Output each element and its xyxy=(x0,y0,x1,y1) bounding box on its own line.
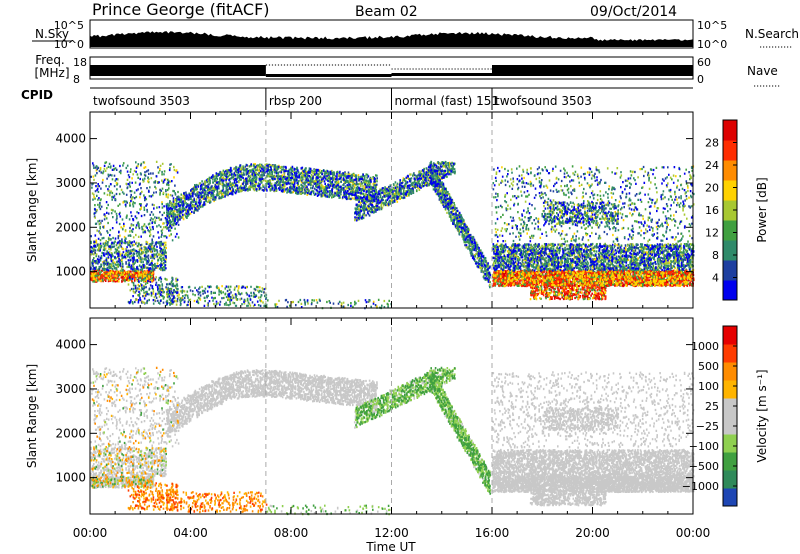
colorbar-swatch xyxy=(723,160,737,181)
colorbar-frame xyxy=(722,325,738,507)
power-scatter xyxy=(90,160,695,310)
power-colorbar-label: Power [dB] xyxy=(755,177,769,242)
power-scatter xyxy=(90,269,695,301)
date-title: 09/Oct/2014 xyxy=(590,4,677,20)
power-scatter xyxy=(90,162,695,309)
velocity-colorbar: 1000 500 100 25 −25 −100 −500 −1000 xyxy=(682,325,738,507)
cpid-strip: CPID twofsound 3503 rbsp 200 normal (fast)… xyxy=(21,87,693,110)
freq-label-line2: [MHz] xyxy=(34,66,69,80)
colorbar-swatch xyxy=(723,452,737,471)
velocity-colorbar-label: Velocity [m s⁻¹] xyxy=(755,369,769,462)
x-tick-label: 04:00 xyxy=(173,526,208,540)
y-tick-label: 2000 xyxy=(55,426,86,440)
colorbar-swatch xyxy=(723,220,737,241)
colorbar-tick-label: −1000 xyxy=(682,480,719,493)
cpid-segment-label: twofsound 3503 xyxy=(93,94,190,108)
cpid-label: CPID xyxy=(21,88,53,102)
colorbar-swatch xyxy=(723,260,737,281)
colorbar-tick-label: 4 xyxy=(712,272,719,285)
colorbar-swatch xyxy=(723,416,737,435)
colorbar-tick-label: 500 xyxy=(698,360,719,373)
freq-block xyxy=(90,65,266,76)
x-tick-label: 16:00 xyxy=(475,526,510,540)
colorbar-tick-label: 100 xyxy=(698,380,719,393)
colorbar-swatch xyxy=(723,398,737,417)
colorbar-swatch xyxy=(723,180,737,201)
colorbar-swatch xyxy=(723,140,737,161)
colorbar-tick-label: −100 xyxy=(689,440,719,453)
velocity-panel: 1000 2000 3000 4000 Slant Range [km] 1000 50… xyxy=(25,317,769,554)
nsky-label: N.Sky xyxy=(35,27,69,41)
colorbar-swatch xyxy=(723,362,737,381)
power-colorbar: 28 24 20 16 12 8 4 xyxy=(705,119,738,301)
freq-block xyxy=(492,65,693,76)
colorbar-tick-label: 8 xyxy=(712,249,719,262)
colorbar-tick-label: 20 xyxy=(705,182,719,195)
x-tick-label: 00:00 xyxy=(676,526,711,540)
freq-label-line1: Freq. xyxy=(35,53,65,67)
y-tick-label: 1000 xyxy=(55,471,86,485)
noise-search-trace xyxy=(89,31,694,44)
x-axis-label: Time UT xyxy=(365,540,416,554)
x-tick-label: 20:00 xyxy=(575,526,610,540)
colorbar-tick-label: 1000 xyxy=(691,340,719,353)
freq-tick-high: 18 xyxy=(73,56,87,69)
y-tick-label: 2000 xyxy=(55,220,86,234)
colorbar-swatch xyxy=(723,120,737,141)
cpid-segment-label: rbsp 200 xyxy=(269,94,322,108)
cpid-segment-label: twofsound 3503 xyxy=(495,94,592,108)
power-panel: 1000 2000 3000 4000 Slant Range [km] 28 24 20… xyxy=(25,111,769,310)
power-ylabel: Slant Range [km] xyxy=(25,158,39,262)
colorbar-tick-label: 12 xyxy=(705,227,719,240)
colorbar-swatch xyxy=(723,488,737,507)
x-tick-label: 08:00 xyxy=(274,526,309,540)
freq-block xyxy=(265,74,392,77)
y-tick-label: 3000 xyxy=(55,176,86,190)
y-tick-label: 4000 xyxy=(55,338,86,352)
noise-tick-right-low: 10^0 xyxy=(697,38,727,51)
beam-title: Beam 02 xyxy=(355,4,418,20)
y-tick-label: 4000 xyxy=(55,132,86,146)
cpid-segment-label: normal (fast) 151 xyxy=(395,94,499,108)
colorbar-swatch xyxy=(723,200,737,221)
nsearch-label: N.Search xyxy=(745,27,799,41)
x-tick-label: 00:00 xyxy=(73,526,108,540)
colorbar-tick-label: 25 xyxy=(705,400,719,413)
colorbar-tick-label: 24 xyxy=(705,159,719,172)
colorbar-swatch xyxy=(723,380,737,399)
colorbar-swatch xyxy=(723,470,737,489)
colorbar-tick-label: −25 xyxy=(696,420,719,433)
colorbar-swatch xyxy=(723,344,737,363)
freq-strip: Freq. [MHz] 18 8 60 0 Nave xyxy=(34,53,780,87)
freq-tick-low: 8 xyxy=(73,73,80,86)
colorbar-tick-label: 28 xyxy=(705,137,719,150)
noise-tick-left-high: 10^5 xyxy=(54,19,84,32)
colorbar-swatch xyxy=(723,240,737,261)
colorbar-swatch xyxy=(723,434,737,453)
freq-block xyxy=(391,73,492,76)
velocity-ylabel: Slant Range [km] xyxy=(25,364,39,468)
noise-tick-left-low: 10^0 xyxy=(54,38,84,51)
y-tick-label: 3000 xyxy=(55,382,86,396)
x-tick-label: 12:00 xyxy=(374,526,409,540)
nave-label: Nave xyxy=(747,64,778,78)
y-tick-label: 1000 xyxy=(55,265,86,279)
noise-sky-trace xyxy=(90,31,693,47)
noise-strip: N.Sky 10^5 10^0 10^5 10^0 N.Search xyxy=(32,19,799,51)
nave-tick-low: 0 xyxy=(697,73,704,86)
colorbar-tick-label: 16 xyxy=(705,204,719,217)
colorbar-swatch xyxy=(723,326,737,345)
noise-tick-right-high: 10^5 xyxy=(697,19,727,32)
station-title: Prince George (fitACF) xyxy=(92,0,270,19)
nave-tick-high: 60 xyxy=(697,56,711,69)
colorbar-swatch xyxy=(723,280,737,301)
velocity-scatter xyxy=(90,367,695,515)
colorbar-tick-label: −500 xyxy=(689,460,719,473)
